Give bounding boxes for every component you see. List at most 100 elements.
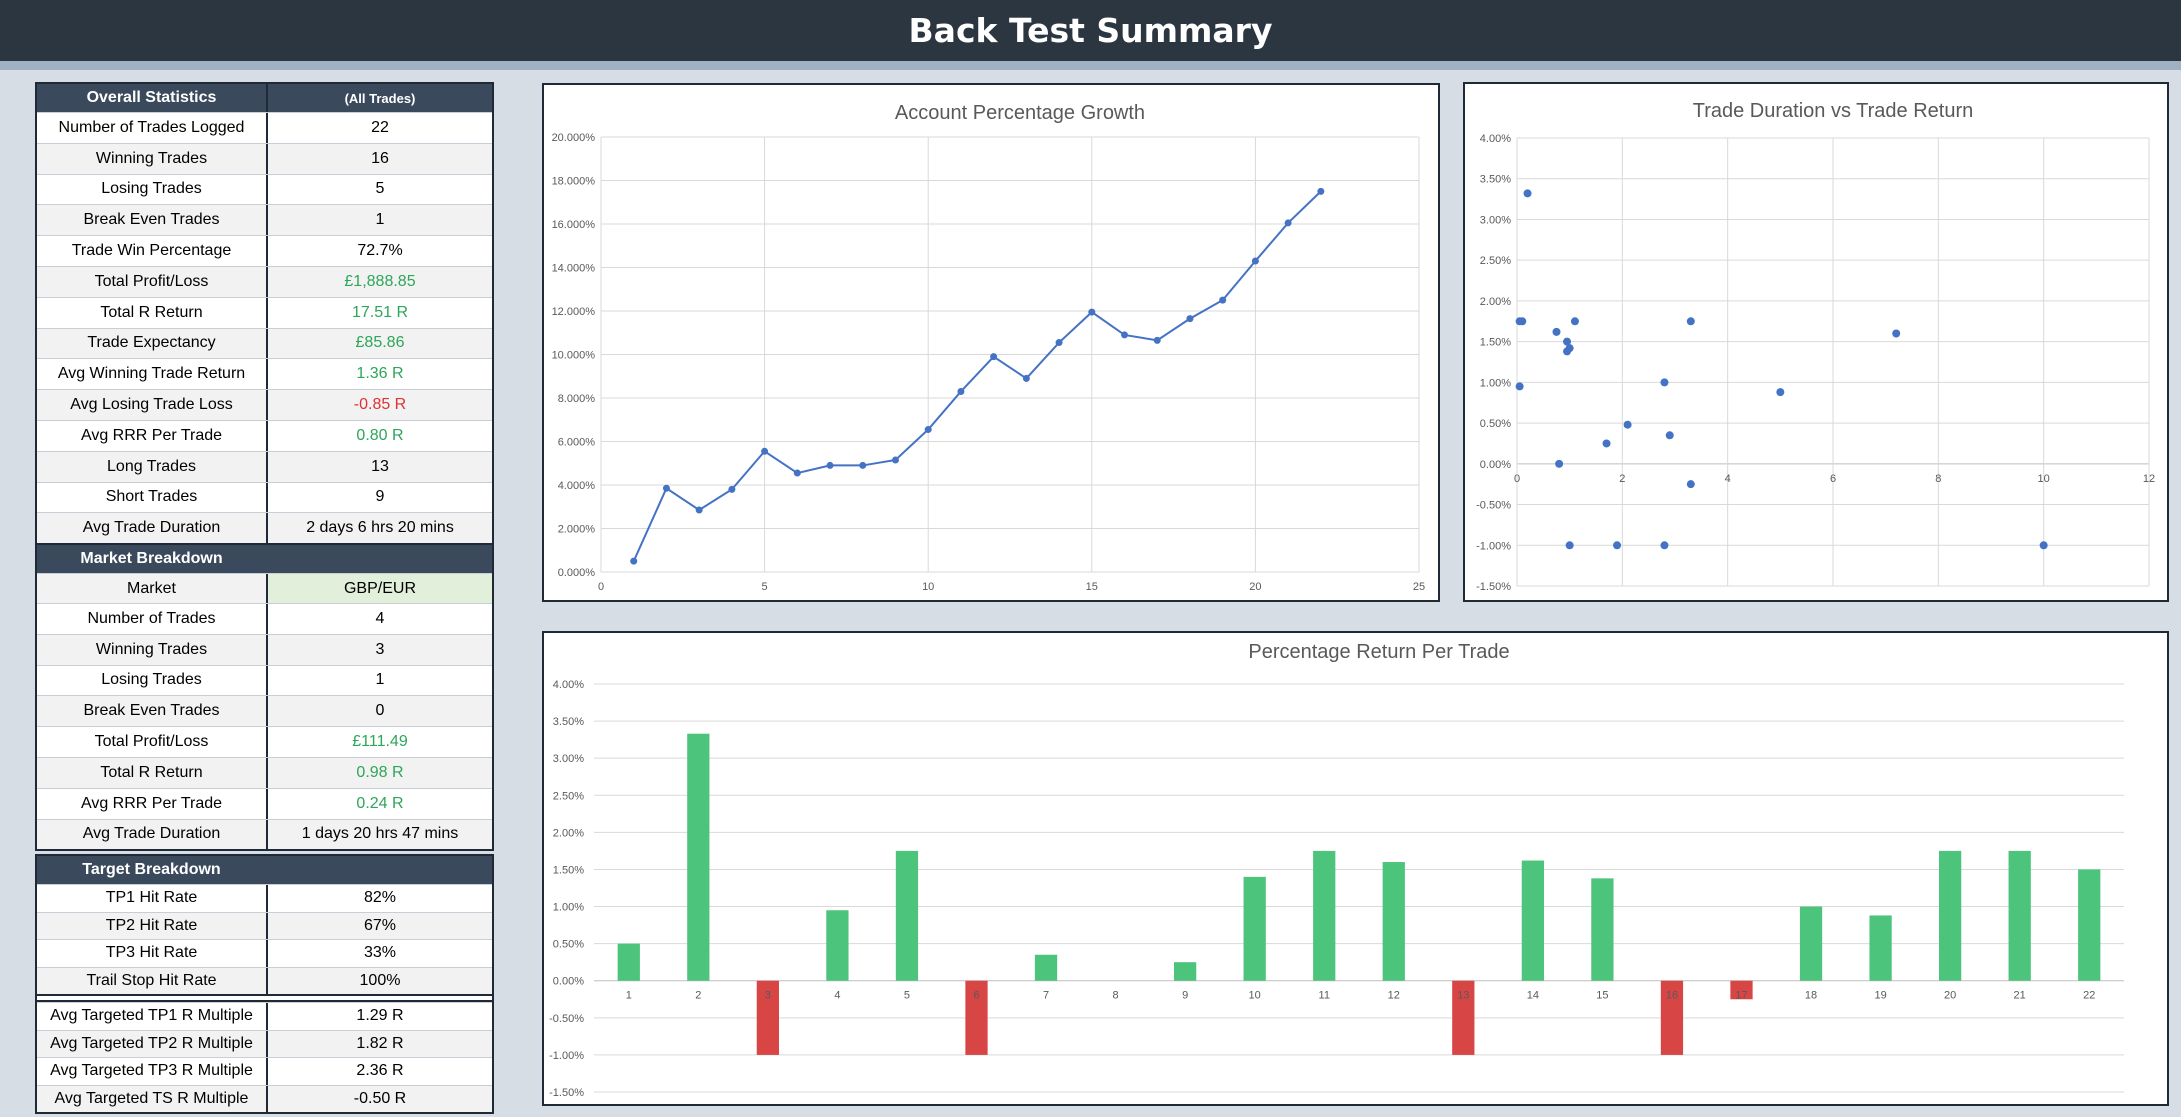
y-tick-label: 20.000% (552, 132, 596, 144)
x-tick-label: 18 (1805, 990, 1817, 1002)
y-tick-label: 0.50% (1480, 418, 1511, 430)
bar (895, 850, 919, 981)
market-stat-row: Winning Trades 3 (37, 633, 492, 665)
all-trades-label: (All Trades) (344, 90, 416, 106)
x-tick-label: 25 (1413, 581, 1425, 593)
data-point (1186, 315, 1194, 323)
data-point (761, 447, 769, 455)
x-tick-label: 6 (973, 990, 979, 1002)
overall-stat-label: Short Trades (37, 482, 268, 513)
market-stat-label: Total R Return (37, 757, 268, 788)
overall-stat-row: Avg RRR Per Trade 0.80 R (37, 419, 492, 451)
x-tick-label: 14 (1527, 990, 1539, 1002)
overall-stat-row: Trade Expectancy £85.86 (37, 327, 492, 359)
data-point (1602, 439, 1611, 448)
y-tick-label: 0.00% (1480, 459, 1511, 471)
market-row: Market GBP/EUR (37, 573, 492, 603)
target-hit-row: TP2 Hit Rate 67% (37, 911, 492, 939)
target-hit-row: TP3 Hit Rate 33% (37, 939, 492, 967)
market-stat-value: 0 (375, 702, 385, 720)
data-point (1660, 541, 1669, 550)
title-bar: Back Test Summary (0, 0, 2181, 70)
overall-stat-row: Break Even Trades 1 (37, 204, 492, 236)
y-tick-label: 12.000% (552, 306, 596, 318)
overall-stat-label: Trade Expectancy (37, 328, 268, 359)
y-tick-label: 4.000% (558, 480, 596, 492)
x-tick-label: 20 (1249, 581, 1261, 593)
overall-statistics-header: Overall Statistics (All Trades) (37, 84, 492, 112)
data-point (957, 387, 965, 395)
x-tick-label: 5 (762, 581, 768, 593)
bar (826, 910, 849, 981)
data-point (1563, 337, 1572, 346)
x-tick-label: 1 (626, 990, 632, 1002)
x-tick-label: 4 (834, 990, 840, 1002)
x-tick-label: 12 (1388, 990, 1400, 1002)
data-point (1219, 296, 1227, 304)
bar (2078, 869, 2101, 981)
target-multiple-row: Avg Targeted TP1 R Multiple 1.29 R (37, 1002, 492, 1030)
overall-stat-value: 0.80 R (356, 426, 404, 444)
data-point (2039, 541, 2048, 550)
target-multiple-value: 1.29 R (356, 1007, 404, 1025)
y-tick-label: -1.50% (1476, 581, 1511, 593)
market-stat-row: Break Even Trades 0 (37, 695, 492, 727)
target-hit-value: 82% (363, 889, 397, 907)
market-stat-label: Avg RRR Per Trade (37, 788, 268, 819)
x-tick-label: 2 (1619, 473, 1625, 485)
y-tick-label: 1.00% (1480, 377, 1511, 389)
x-tick-label: 10 (922, 581, 934, 593)
data-point (1565, 344, 1574, 353)
overall-stat-value: 1.36 R (356, 365, 404, 383)
overall-stat-row: Avg Trade Duration 2 days 6 hrs 20 mins (37, 512, 492, 544)
y-tick-label: 3.00% (1480, 214, 1511, 226)
overall-stat-row: Avg Losing Trade Loss -0.85 R (37, 389, 492, 420)
market-breakdown-title: Market Breakdown (80, 550, 223, 567)
data-point (1317, 187, 1325, 195)
bar (617, 943, 640, 981)
x-tick-label: 16 (1666, 990, 1678, 1002)
bar (687, 733, 710, 981)
data-point (990, 353, 998, 361)
y-tick-label: -1.00% (549, 1050, 584, 1062)
market-stat-row: Total Profit/Loss £111.49 (37, 726, 492, 757)
bar (1660, 980, 1684, 1055)
bar (1174, 962, 1197, 981)
x-tick-label: 20 (1944, 990, 1956, 1002)
x-tick-label: 5 (904, 990, 910, 1002)
data-point (891, 456, 899, 464)
data-point (1022, 374, 1030, 382)
overall-stat-value: 1 (375, 211, 385, 229)
overall-stat-row: Total R Return 17.51 R (37, 296, 492, 328)
x-tick-label: 8 (1113, 990, 1119, 1002)
data-point (1892, 329, 1901, 338)
overall-stat-label: Avg Trade Duration (37, 513, 268, 544)
x-tick-label: 22 (2083, 990, 2095, 1002)
x-tick-label: 8 (1935, 473, 1941, 485)
overall-stat-value: 5 (375, 180, 385, 198)
overall-stat-value: -0.85 R (353, 396, 407, 414)
chart-title: Trade Duration vs Trade Return (1693, 100, 1974, 122)
data-point (1565, 541, 1574, 550)
data-point (1686, 480, 1695, 489)
overall-stat-value: 16 (371, 149, 389, 167)
page-title: Back Test Summary (908, 11, 1273, 50)
market-stat-label: Break Even Trades (37, 696, 268, 727)
y-tick-label: 6.000% (558, 437, 596, 449)
overall-stat-value: 13 (371, 457, 389, 475)
x-tick-label: 7 (1043, 990, 1049, 1002)
y-tick-label: 1.50% (1480, 337, 1511, 349)
overall-stat-label: Total R Return (37, 297, 268, 328)
bar (1939, 850, 1962, 981)
target-multiple-label: Avg Targeted TS R Multiple (37, 1085, 268, 1112)
y-tick-label: 1.50% (553, 864, 584, 876)
market-selector[interactable]: GBP/EUR (268, 574, 492, 603)
target-breakdown-table: Target Breakdown TP1 Hit Rate 82% TP2 Hit … (35, 854, 494, 1114)
market-stat-label: Winning Trades (37, 634, 268, 665)
bar (1243, 876, 1266, 981)
overall-statistics-table: Overall Statistics (All Trades) Number o… (35, 82, 494, 546)
y-tick-label: 4.00% (1480, 133, 1511, 145)
account-growth-chart: Account Percentage Growth 0.000% 2.000% 4.0… (542, 83, 1440, 602)
overall-stat-label: Total Profit/Loss (37, 266, 268, 297)
data-point (1776, 388, 1785, 397)
